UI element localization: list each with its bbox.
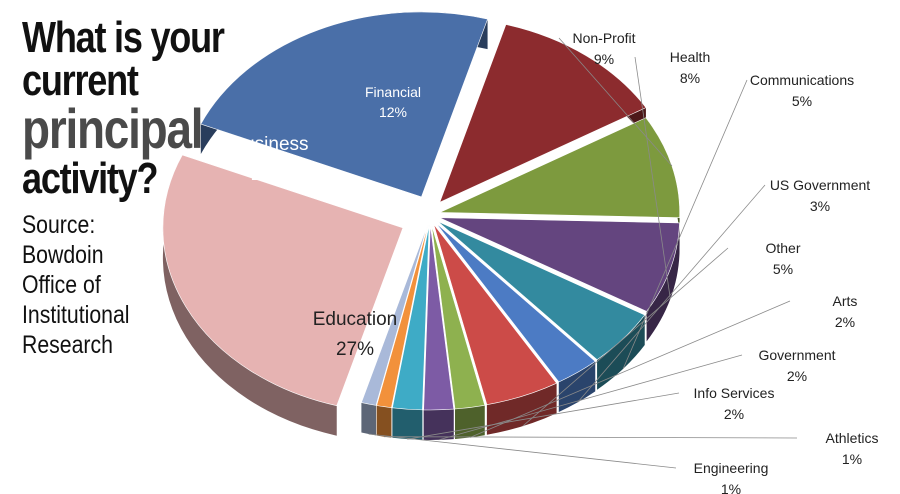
- leader-line: [384, 436, 798, 439]
- source-line: Bowdoin: [22, 241, 104, 269]
- slice-label: Non-Profit: [572, 30, 635, 46]
- slice-label: Health: [670, 49, 710, 65]
- pie-slice-athletics: [376, 224, 429, 408]
- chart-title: What is your current principal activity?: [22, 13, 317, 204]
- slice-label: Other: [765, 240, 800, 256]
- source-line: Institutional: [22, 301, 130, 329]
- pie-slice-education: [162, 154, 404, 407]
- slice-label: Financial: [365, 84, 421, 100]
- pie-slice-financial: [439, 24, 647, 203]
- slice-label: Business: [231, 134, 308, 155]
- source-note: Source: Bowdoin Office of Institutional …: [22, 210, 129, 360]
- leader-line: [368, 433, 677, 469]
- pie-slice-business: [200, 11, 488, 198]
- slice-percent: 9%: [594, 51, 614, 67]
- pie-slice-info-services: [392, 224, 430, 411]
- pie-slice-side: [392, 407, 423, 440]
- slice-percent: 5%: [773, 261, 793, 277]
- slice-percent: 3%: [810, 198, 830, 214]
- slice-percent: 2%: [724, 406, 744, 422]
- slice-label: Athletics: [826, 430, 879, 446]
- slice-percent: 5%: [792, 93, 812, 109]
- source-line: Source:: [22, 211, 96, 239]
- leader-line: [438, 354, 743, 441]
- slice-label: US Government: [770, 177, 870, 193]
- title-line-1: What is your current: [22, 13, 225, 106]
- title-line-2: principal: [22, 97, 204, 161]
- pie-slice-other: [433, 224, 558, 406]
- slice-label: Government: [758, 347, 835, 363]
- source-line: Office of: [22, 271, 101, 299]
- slice-label: Communications: [750, 72, 854, 88]
- leader-line: [577, 184, 766, 403]
- pie-slice-side: [361, 402, 377, 436]
- slice-percent: 2%: [835, 314, 855, 330]
- slice-percent: 1%: [842, 451, 862, 467]
- leader-line: [407, 392, 680, 440]
- leader-line: [634, 56, 671, 299]
- slice-percent: 1%: [721, 481, 741, 494]
- pie-slice-side: [376, 405, 392, 438]
- leader-line: [469, 300, 791, 438]
- pie-slice-arts: [431, 224, 486, 410]
- leader-line: [522, 247, 729, 427]
- pie-slice-side: [455, 405, 485, 439]
- pie-slice-engineering: [360, 224, 428, 406]
- slice-percent: 27%: [336, 339, 374, 360]
- slice-label: Engineering: [694, 460, 769, 476]
- pie-slice-us-government: [435, 222, 596, 383]
- pie-slice-government: [423, 224, 455, 411]
- slice-percent: 2%: [787, 368, 807, 384]
- slice-percent: 8%: [680, 70, 700, 86]
- leader-line: [558, 37, 673, 167]
- source-line: Research: [22, 331, 113, 359]
- slice-label: Education: [313, 309, 398, 330]
- slice-percent: 12%: [379, 104, 407, 120]
- slice-label: Info Services: [694, 385, 775, 401]
- title-line-3: activity?: [22, 154, 159, 204]
- pie-slice-side: [558, 361, 596, 412]
- slice-label: Arts: [833, 293, 858, 309]
- slice-percent: 23%: [251, 164, 289, 185]
